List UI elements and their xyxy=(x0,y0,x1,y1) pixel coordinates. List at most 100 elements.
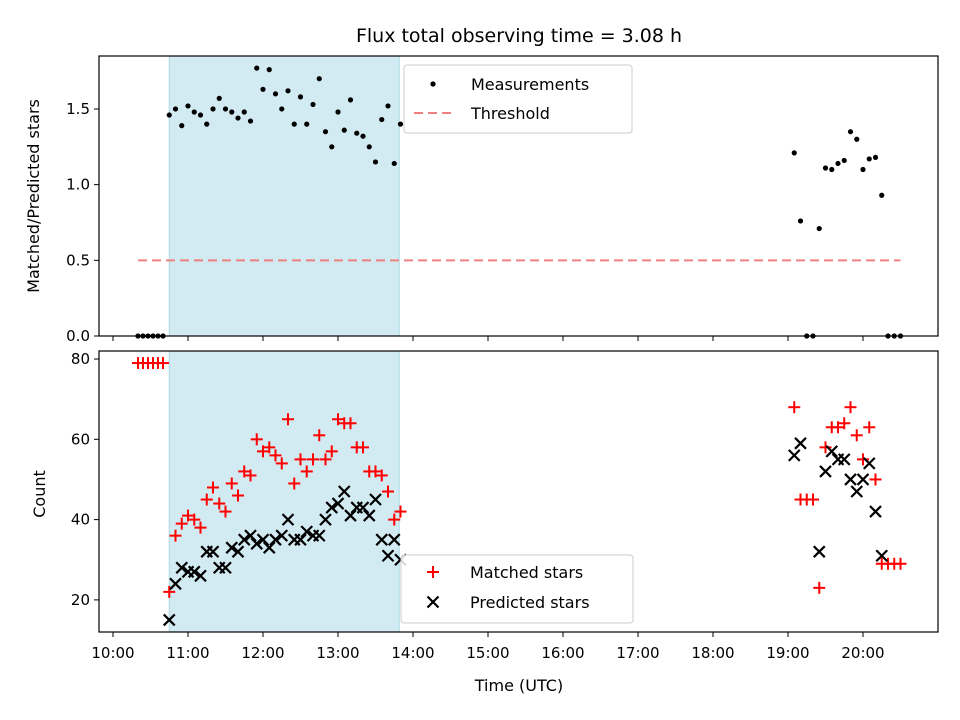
measurement-point xyxy=(316,76,322,82)
matched-star-point xyxy=(182,509,194,522)
predicted-star-point xyxy=(362,509,376,522)
measurement-point xyxy=(216,95,222,101)
predicted-star-point xyxy=(169,577,182,591)
predicted-star-point xyxy=(319,513,332,526)
predicted-star-point xyxy=(381,549,395,563)
x-tick-label: 17:00 xyxy=(616,644,659,662)
matched-star-point xyxy=(788,401,801,414)
chart-title: Flux total observing time = 3.08 h xyxy=(356,25,682,47)
x-tick-label: 15:00 xyxy=(466,644,509,662)
matched-star-points xyxy=(132,357,907,598)
predicted-star-point xyxy=(262,541,276,554)
matched-star-point xyxy=(175,517,188,530)
predicted-star-point xyxy=(294,533,307,546)
predicted-star-point xyxy=(862,457,876,470)
legend-matched-marker xyxy=(427,566,439,578)
predicted-star-point xyxy=(844,473,857,486)
measurement-point xyxy=(260,86,266,92)
matched-star-point xyxy=(344,417,357,430)
predicted-star-point xyxy=(787,449,801,462)
measurement-point xyxy=(247,118,254,124)
bottom-legend-box xyxy=(400,554,634,624)
matched-star-point xyxy=(213,497,226,510)
measurement-point xyxy=(372,159,379,165)
measurement-point xyxy=(354,130,360,136)
predicted-star-point xyxy=(875,549,889,563)
predicted-star-point xyxy=(194,569,207,583)
measurement-point xyxy=(866,156,872,162)
measurement-points xyxy=(135,65,904,339)
matched-star-point xyxy=(275,457,288,470)
predicted-star-point xyxy=(281,513,295,526)
bottom-highlight-span xyxy=(168,350,400,633)
measurement-point xyxy=(341,127,347,133)
measurement-point xyxy=(329,144,335,150)
measurement-point xyxy=(872,154,879,161)
top-legend: Measurements Threshold xyxy=(403,64,633,134)
predicted-star-point xyxy=(375,533,389,546)
matched-star-point xyxy=(857,453,869,466)
top-x-ticks xyxy=(112,336,864,341)
matched-star-point xyxy=(188,513,201,526)
predicted-star-point xyxy=(794,437,807,450)
predicted-star-point xyxy=(837,453,851,466)
predicted-star-point xyxy=(387,533,401,546)
measurement-point xyxy=(197,112,204,118)
measurement-point xyxy=(179,123,185,129)
measurement-point xyxy=(879,192,885,198)
predicted-star-point xyxy=(256,533,270,546)
matched-star-point xyxy=(200,493,213,506)
predicted-star-point xyxy=(219,561,232,575)
matched-star-point xyxy=(238,465,251,478)
predicted-star-point xyxy=(187,565,201,579)
predicted-star-point xyxy=(250,537,264,550)
measurement-point xyxy=(210,106,216,112)
predicted-star-point xyxy=(244,529,257,542)
matched-star-point xyxy=(225,477,238,490)
matched-star-point xyxy=(838,417,851,430)
matched-star-point xyxy=(257,445,269,458)
measurement-point xyxy=(829,166,835,173)
measurement-point xyxy=(835,160,841,167)
measurement-point xyxy=(241,109,247,115)
measurement-point xyxy=(797,218,804,224)
x-axis-label: Time (UTC) xyxy=(474,676,563,695)
measurement-point xyxy=(847,129,854,135)
measurement-point xyxy=(385,103,391,109)
top-y-axis-label: Matched/Predicted stars xyxy=(24,99,43,293)
measurement-point xyxy=(185,103,191,109)
matched-star-point xyxy=(263,441,276,454)
predicted-star-point xyxy=(269,533,282,546)
legend-predicted-marker-shape xyxy=(426,595,440,609)
x-tick-label: 13:00 xyxy=(316,644,359,662)
legend-matched-marker-shape xyxy=(427,566,439,578)
matched-star-point xyxy=(807,493,819,506)
predicted-star-point xyxy=(819,465,832,478)
predicted-star-point xyxy=(237,533,251,546)
predicted-star-point xyxy=(225,541,239,554)
legend-matched-label: Matched stars xyxy=(470,563,583,582)
matched-star-point xyxy=(288,477,301,490)
measurement-point xyxy=(310,101,316,108)
matched-star-point xyxy=(332,413,344,426)
measurement-point xyxy=(272,91,279,97)
predicted-star-point xyxy=(275,529,289,542)
predicted-star-point xyxy=(850,485,864,498)
legend-predicted-label: Predicted stars xyxy=(470,593,590,612)
matched-star-point xyxy=(250,433,263,446)
measurement-point xyxy=(860,166,866,173)
measurement-point xyxy=(360,133,366,139)
matched-star-point xyxy=(869,473,882,486)
matched-star-point xyxy=(244,469,257,482)
legend-threshold-label: Threshold xyxy=(470,104,550,123)
measurement-point xyxy=(235,115,241,121)
measurement-point xyxy=(391,160,397,167)
measurement-point xyxy=(297,94,304,100)
predicted-star-point xyxy=(856,473,870,486)
matched-star-point xyxy=(394,505,407,518)
measurement-point xyxy=(841,157,847,164)
predicted-star-point xyxy=(206,545,220,558)
bottom-legend: Matched stars Predicted stars xyxy=(400,554,634,624)
measurement-point xyxy=(347,97,354,103)
